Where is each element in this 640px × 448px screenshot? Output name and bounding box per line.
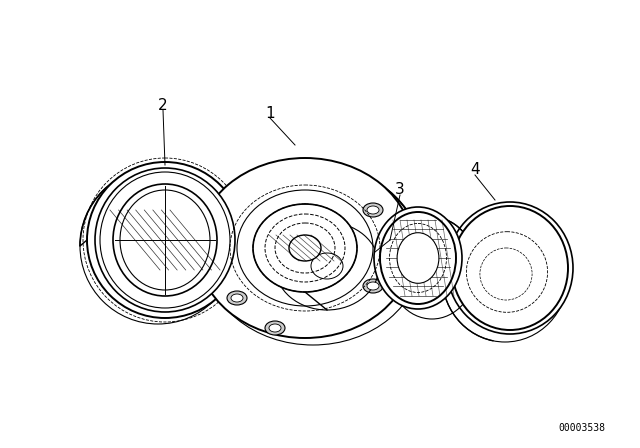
Text: 1: 1 [265, 105, 275, 121]
Text: 3: 3 [395, 182, 405, 198]
Ellipse shape [95, 168, 235, 312]
Ellipse shape [380, 212, 456, 304]
Ellipse shape [265, 321, 285, 335]
Ellipse shape [447, 202, 573, 334]
Ellipse shape [367, 206, 379, 214]
Ellipse shape [253, 204, 357, 292]
Text: 00003538: 00003538 [559, 423, 605, 433]
Ellipse shape [113, 184, 217, 296]
Ellipse shape [363, 279, 383, 293]
Ellipse shape [227, 291, 247, 305]
Ellipse shape [397, 233, 439, 283]
Ellipse shape [374, 207, 462, 309]
Ellipse shape [452, 206, 568, 330]
Ellipse shape [363, 203, 383, 217]
Ellipse shape [87, 162, 243, 318]
Ellipse shape [269, 324, 281, 332]
Ellipse shape [197, 158, 413, 338]
Ellipse shape [289, 235, 321, 261]
Text: 4: 4 [470, 163, 480, 177]
Ellipse shape [367, 282, 379, 290]
Ellipse shape [231, 294, 243, 302]
Text: 2: 2 [158, 98, 168, 112]
